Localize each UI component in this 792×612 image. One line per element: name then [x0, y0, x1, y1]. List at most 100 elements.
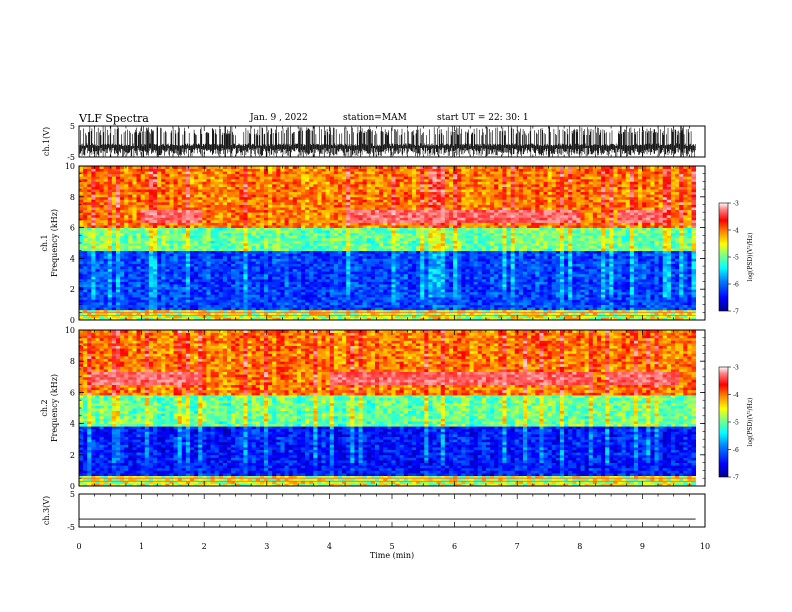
spectrogram-cell — [214, 281, 220, 285]
spectrogram-cell — [259, 204, 265, 208]
spectrogram-cell — [235, 235, 240, 239]
spectrogram-cell — [420, 314, 425, 318]
spectrogram-cell — [292, 309, 298, 313]
spectrogram-cell — [95, 189, 100, 193]
spectrogram-cell — [268, 201, 273, 205]
spectrogram-cell — [395, 243, 401, 246]
spectrogram-cell — [374, 250, 380, 254]
spectrogram-cell — [329, 278, 335, 282]
spectrogram-cell — [157, 286, 162, 290]
spectrogram-cell — [370, 299, 376, 303]
spectrogram-cell — [374, 245, 380, 249]
spectrogram-cell — [296, 296, 302, 300]
spectrogram-cell — [202, 248, 207, 252]
spectrogram-cell — [202, 232, 207, 236]
spectrogram-cell — [83, 171, 88, 175]
spectrogram-cell — [387, 225, 392, 228]
spectrogram-cell — [140, 222, 146, 226]
spectrogram-cell — [263, 314, 269, 318]
spectrogram-cell — [280, 276, 285, 280]
spectrogram-cell — [416, 299, 421, 303]
spectrogram-cell — [243, 217, 248, 221]
spectrogram-cell — [383, 222, 388, 226]
spectrogram-cell — [305, 237, 310, 241]
spectrogram-cell — [136, 191, 142, 195]
spectrogram-cell — [370, 276, 376, 280]
spectrogram-cell — [185, 232, 191, 236]
spectrogram-cell — [346, 263, 351, 267]
spectrogram-cell — [202, 294, 207, 298]
spectrogram-cell — [366, 314, 372, 318]
spectrogram-cell — [107, 266, 113, 270]
spectrogram-cell — [210, 266, 216, 270]
spectrogram-cell — [136, 304, 142, 308]
spectrogram-cell — [272, 276, 277, 280]
spectrogram-cell — [243, 258, 248, 262]
spectrogram-cell — [268, 289, 273, 293]
spectrogram-cell — [120, 176, 125, 180]
spectrogram-cell — [387, 263, 392, 267]
spectrogram-cell — [280, 219, 285, 223]
spectrogram-cell — [263, 207, 269, 211]
spectrogram-cell — [313, 243, 318, 246]
spectrogram-cell — [362, 230, 368, 234]
spectrogram-cell — [222, 173, 228, 177]
spectrogram-cell — [280, 260, 285, 264]
spectrogram-cell — [157, 232, 162, 236]
spectrogram-cell — [79, 312, 84, 316]
spectrogram-cell — [255, 273, 261, 277]
spectrogram-cell — [91, 271, 96, 275]
spectrogram-cell — [243, 255, 248, 259]
spectrogram-cell — [181, 214, 187, 218]
spectrogram-cell — [407, 219, 413, 223]
spectrogram-cell — [272, 240, 277, 244]
spectrogram-cell — [321, 243, 327, 246]
spectrogram-cell — [169, 181, 174, 185]
spectrogram-cell — [333, 178, 339, 182]
spectrogram-cell — [194, 219, 199, 223]
spectrogram-cell — [366, 317, 372, 321]
spectrogram-cell — [226, 248, 232, 252]
spectrogram-cell — [152, 168, 158, 172]
spectrogram-cell — [403, 289, 409, 293]
spectrogram-cell — [222, 207, 228, 211]
spectrogram-cell — [391, 312, 396, 316]
spectrogram-cell — [152, 235, 158, 239]
spectrogram-cell — [272, 309, 277, 313]
spectrogram-cell — [284, 317, 290, 321]
spectrogram-cell — [321, 217, 327, 221]
spectrogram-cell — [362, 299, 368, 303]
spectrogram-cell — [177, 281, 183, 285]
spectrogram-cell — [111, 248, 117, 252]
spectrogram-cell — [399, 317, 405, 321]
spectrogram-cell — [99, 168, 105, 172]
spectrogram-cell — [189, 186, 195, 190]
spectrogram-cell — [185, 183, 191, 187]
spectrogram-cell — [218, 245, 224, 249]
spectrogram-cell — [210, 219, 216, 223]
spectrogram-cell — [387, 248, 392, 252]
spectrogram-cell — [140, 307, 146, 311]
spectrogram-cell — [194, 214, 199, 218]
spectrogram-cell — [148, 178, 154, 182]
spectrogram-cell — [387, 294, 392, 298]
spectrogram-cell — [416, 271, 421, 275]
spectrogram-cell — [231, 181, 236, 185]
spectrogram-cell — [111, 307, 117, 311]
spectrogram-cell — [132, 235, 137, 239]
spectrogram-cell — [374, 278, 380, 282]
spectrogram-cell — [194, 304, 199, 308]
spectrogram-cell — [99, 176, 105, 180]
spectrogram-cell — [152, 258, 158, 262]
spectrogram-cell — [276, 209, 281, 213]
spectrogram-cell — [383, 284, 388, 288]
spectrogram-cell — [177, 181, 183, 185]
spectrogram-cell — [366, 189, 372, 193]
spectrogram-cell — [321, 253, 327, 257]
spectrogram-cell — [177, 299, 183, 303]
spectrogram-cell — [239, 173, 244, 177]
spectrogram-cell — [189, 230, 195, 234]
spectrogram-cell — [144, 309, 150, 313]
spectrogram-cell — [132, 181, 137, 185]
spectrogram-cell — [226, 230, 232, 234]
